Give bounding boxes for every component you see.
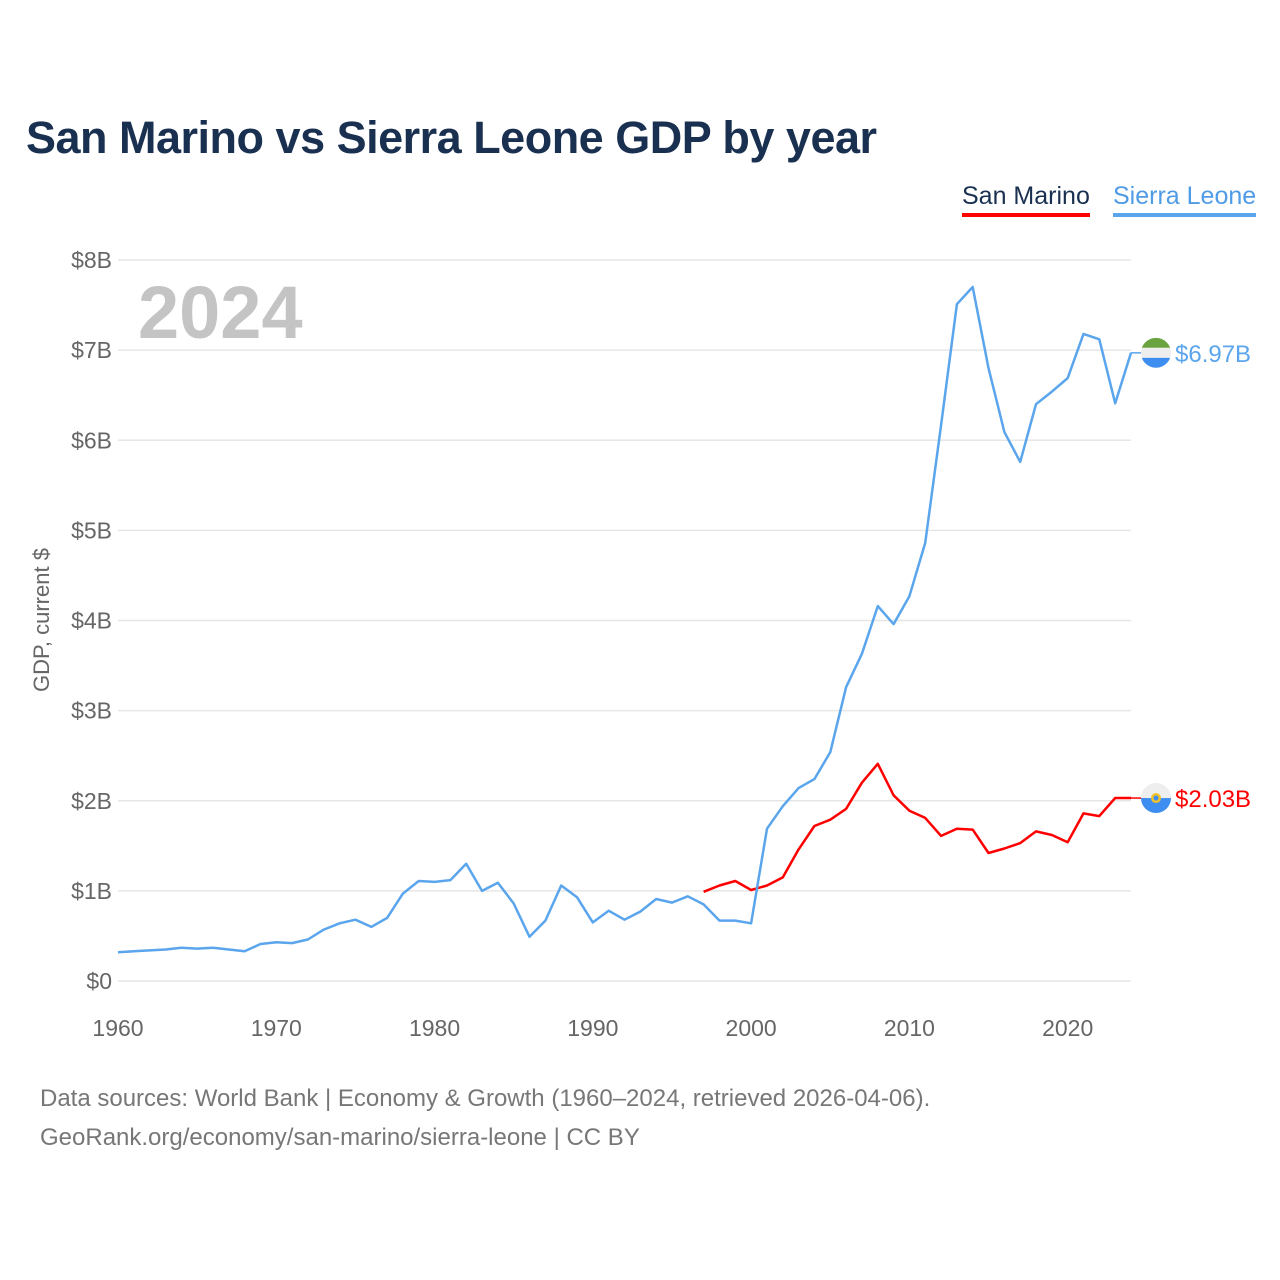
y-tick-label: $7B (71, 337, 112, 363)
x-tick-label: 1970 (251, 1015, 302, 1041)
x-tick-label: 2010 (884, 1015, 935, 1041)
legend-san-marino[interactable]: San Marino (962, 182, 1090, 217)
chart-title: San Marino vs Sierra Leone GDP by year (26, 112, 877, 163)
y-tick-label: $6B (71, 427, 112, 453)
source-line: Data sources: World Bank | Economy & Gro… (40, 1085, 931, 1112)
series-line-sierra-leone (117, 285, 1133, 954)
y-tick-label: $3B (71, 698, 112, 724)
end-value-label-san-marino: $2.03B (1175, 786, 1251, 813)
x-tick-label: 1960 (92, 1015, 143, 1041)
y-tick-label: $2B (71, 788, 112, 814)
y-tick-label: $4B (71, 608, 112, 634)
y-tick-label: $0 (86, 968, 112, 994)
x-tick-label: 2000 (726, 1015, 777, 1041)
end-value-label-sierra-leone: $6.97B (1175, 341, 1251, 368)
source-url: GeoRank.org/economy/san-marino/sierra-le… (40, 1124, 640, 1151)
x-tick-label: 2020 (1042, 1015, 1093, 1041)
y-tick-label: $8B (71, 247, 112, 273)
y-tick-label: $5B (71, 517, 112, 543)
san-marino-flag-icon (1141, 783, 1171, 814)
sierra-leone-flag-icon (1141, 337, 1171, 368)
series-line-san-marino (703, 762, 1131, 893)
x-tick-label: 1980 (409, 1015, 460, 1041)
x-tick-label: 1990 (567, 1015, 618, 1041)
legend-sierra-leone[interactable]: Sierra Leone (1113, 182, 1257, 217)
year-watermark: 2024 (138, 271, 303, 354)
y-tick-label: $1B (71, 878, 112, 904)
